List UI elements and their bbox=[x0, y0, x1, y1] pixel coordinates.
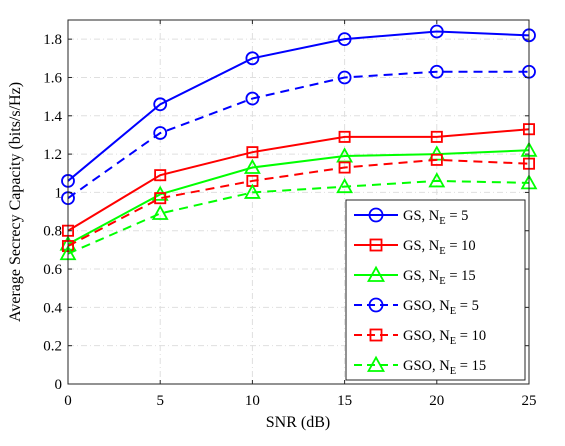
data-point-marker bbox=[153, 97, 168, 112]
legend-label: GS, NE = 5 bbox=[403, 208, 468, 227]
x-tick-label: 10 bbox=[245, 393, 260, 409]
y-tick-label: 1.6 bbox=[43, 70, 62, 86]
data-point-marker bbox=[154, 192, 167, 205]
data-point-marker bbox=[369, 328, 383, 342]
legend-label: GS, NE = 15 bbox=[403, 268, 476, 287]
legend-entry: GS, NE = 10 bbox=[354, 238, 476, 257]
series-line bbox=[67, 179, 530, 255]
y-tick-label: 1.2 bbox=[43, 147, 62, 163]
data-point-marker bbox=[151, 204, 169, 220]
y-tick-label: 0.6 bbox=[43, 262, 62, 278]
data-point-marker bbox=[368, 297, 384, 313]
data-point-marker bbox=[366, 265, 386, 282]
legend-entry: GSO, NE = 5 bbox=[354, 297, 479, 317]
data-point-marker bbox=[336, 177, 354, 194]
data-point-marker bbox=[337, 32, 352, 47]
y-axis-label: Average Secrecy Capacity (bits/s/Hz) bbox=[7, 82, 24, 322]
legend-label: GS, NE = 10 bbox=[403, 238, 476, 257]
data-point-marker bbox=[338, 130, 351, 143]
y-tick-label: 1.4 bbox=[43, 109, 62, 125]
axis-ticks: 0 5 10 15 20 25 0 0.2 0.4 0.6 0.8 1 1.2 1.4 1.6 1.8 bbox=[43, 20, 537, 409]
data-point-marker bbox=[338, 161, 351, 174]
series-line bbox=[67, 158, 530, 247]
x-tick-label: 15 bbox=[337, 393, 352, 409]
y-tick-label: 1.8 bbox=[43, 32, 62, 48]
x-tick-label: 5 bbox=[156, 393, 164, 409]
series-line bbox=[67, 149, 530, 246]
series-line bbox=[67, 128, 530, 232]
x-tick-label: 20 bbox=[429, 393, 444, 409]
data-point-marker bbox=[246, 146, 259, 159]
data-point-marker bbox=[154, 169, 167, 182]
data-point-marker bbox=[243, 183, 261, 199]
y-tick-label: 0.2 bbox=[43, 339, 62, 355]
data-point-marker bbox=[430, 153, 443, 166]
series-line bbox=[67, 70, 529, 199]
data-point-marker bbox=[245, 51, 260, 66]
legend: GS, NE = 5 GS, NE = 10 GS, NE = 15 GSO, NE … bbox=[345, 199, 526, 381]
data-point-marker bbox=[368, 207, 384, 223]
legend-entry: GS, NE = 5 bbox=[354, 207, 468, 227]
data-point-marker bbox=[153, 126, 168, 140]
data-point-marker bbox=[428, 172, 446, 188]
legend-entry: GSO, NE = 15 bbox=[354, 355, 486, 377]
data-point-marker bbox=[337, 70, 352, 85]
plot-frame bbox=[67, 19, 530, 385]
x-axis-label: SNR (dB) bbox=[266, 414, 330, 431]
legend-box bbox=[345, 199, 526, 381]
x-tick-label: 0 bbox=[64, 393, 72, 409]
legend-entry: GSO, NE = 10 bbox=[354, 328, 486, 347]
x-tick-label: 25 bbox=[522, 393, 537, 409]
series-line bbox=[67, 30, 530, 182]
data-point-marker bbox=[369, 238, 383, 252]
y-tick-label: 1 bbox=[55, 185, 63, 201]
legend-label: GSO, NE = 15 bbox=[403, 358, 486, 377]
data-point-marker bbox=[429, 24, 444, 39]
series-6 bbox=[59, 172, 538, 261]
data-point-marker bbox=[366, 355, 386, 372]
data-point-marker bbox=[245, 91, 260, 106]
y-tick-label: 0.8 bbox=[43, 224, 62, 240]
data-point-marker bbox=[429, 64, 444, 79]
legend-entry: GS, NE = 15 bbox=[354, 265, 476, 287]
data-point-marker bbox=[243, 158, 261, 174]
data-point-marker bbox=[430, 130, 443, 143]
legend-label: GSO, NE = 5 bbox=[403, 298, 479, 317]
y-tick-label: 0 bbox=[55, 377, 63, 393]
legend-label: GSO, NE = 10 bbox=[403, 328, 486, 347]
y-tick-label: 0.4 bbox=[43, 300, 62, 316]
